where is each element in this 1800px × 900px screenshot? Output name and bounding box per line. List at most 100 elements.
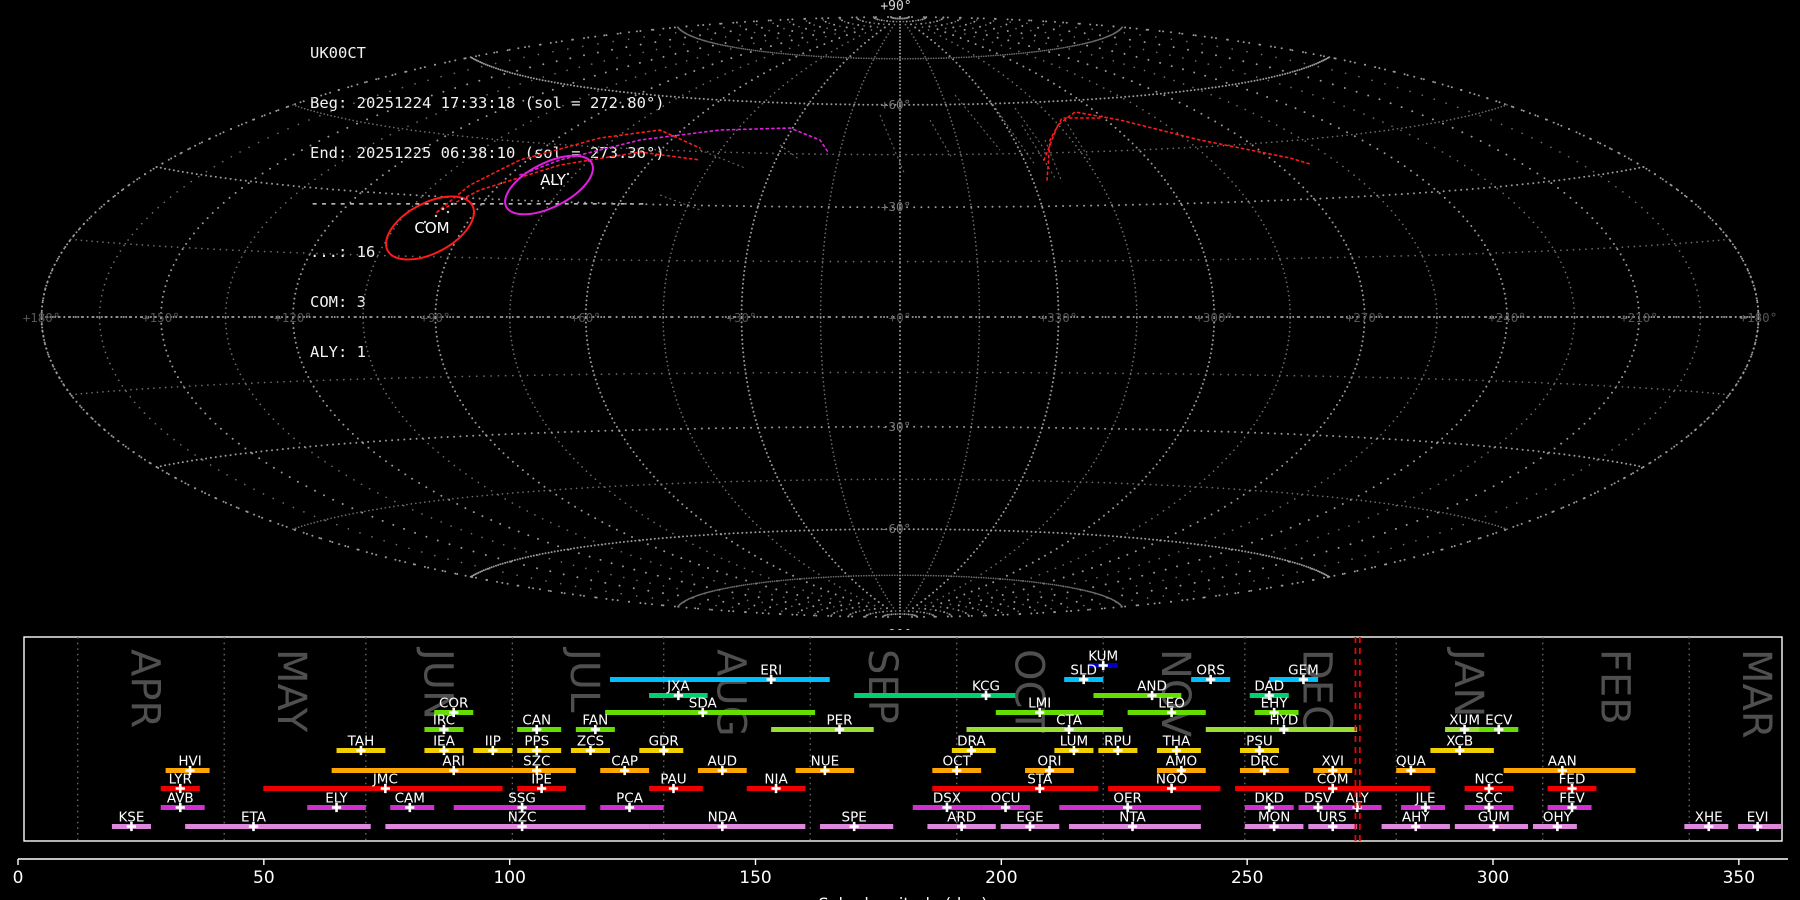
shower-entry[interactable]: AND xyxy=(1093,679,1182,701)
shower-entry[interactable]: AHY xyxy=(1381,810,1450,832)
shower-entry[interactable]: OHY xyxy=(1532,810,1577,832)
shower-entry[interactable]: JXA xyxy=(649,679,708,701)
shower-entry[interactable]: NZC xyxy=(385,810,650,832)
shower-entry[interactable]: CAN xyxy=(517,713,562,735)
shower-activity-bar[interactable] xyxy=(771,727,874,732)
shower-activity-bar[interactable] xyxy=(966,727,1123,732)
shower-entry[interactable]: ECV xyxy=(1479,713,1519,735)
timeline-canvas[interactable]: APR MAY JUN JUL AUG SEP OCT NOV DEC JAN FEB MARKUME… xyxy=(0,628,1800,900)
shower-entry[interactable]: ARD xyxy=(927,810,996,832)
shower-entry[interactable]: OCT xyxy=(932,754,982,776)
shower-entry[interactable]: NUE xyxy=(795,754,855,776)
shower-entry[interactable]: IIP xyxy=(473,734,513,756)
shower-entry[interactable]: OER xyxy=(1059,791,1201,813)
shower-entry[interactable]: GUM xyxy=(1454,810,1529,832)
shower-activity-bar[interactable] xyxy=(185,824,371,829)
shower-activity-bar[interactable] xyxy=(1127,710,1206,715)
shower-entry[interactable]: SSG xyxy=(453,791,586,813)
shower-activity-bar[interactable] xyxy=(1093,693,1182,698)
shower-entry[interactable]: HYD xyxy=(1205,713,1358,735)
shower-entry[interactable]: COR xyxy=(434,696,474,718)
shower-activity-bar[interactable] xyxy=(605,710,816,715)
shower-entry[interactable]: EHY xyxy=(1254,696,1299,718)
shower-entry[interactable]: LMI xyxy=(995,696,1104,718)
shower-activity-bar[interactable] xyxy=(649,824,806,829)
shower-entry[interactable]: PAU xyxy=(649,772,703,794)
shower-activity-bar[interactable] xyxy=(385,824,650,829)
shower-entry[interactable]: KSE xyxy=(111,810,151,832)
radiant-ellipse-aly[interactable]: ALY xyxy=(496,144,602,227)
shower-activity-bar[interactable] xyxy=(1108,786,1221,791)
shower-entry[interactable]: ERI xyxy=(610,663,830,685)
shower-entry[interactable]: DSX xyxy=(912,791,982,813)
shower-activity-bar[interactable] xyxy=(1269,677,1319,682)
shower-entry[interactable]: NIA xyxy=(746,772,806,794)
shower-entry[interactable]: LUM xyxy=(1054,734,1094,756)
shower-entry[interactable]: DRA xyxy=(951,734,996,756)
shower-entry[interactable]: PCA xyxy=(600,791,664,813)
shower-entry[interactable]: SPE xyxy=(819,810,894,832)
shower-entry[interactable]: CTA xyxy=(966,713,1123,735)
shower-entry[interactable]: ORI xyxy=(1025,754,1074,776)
shower-entry[interactable]: ETA xyxy=(185,810,371,832)
shower-activity-bar[interactable] xyxy=(854,693,1016,698)
shower-entry[interactable]: JLE xyxy=(1401,791,1446,813)
shower-entry[interactable]: XVI xyxy=(1313,754,1353,776)
shower-entry[interactable]: IPE xyxy=(517,772,567,794)
shower-entry[interactable]: EGE xyxy=(1000,810,1060,832)
shower-entry[interactable]: DKD xyxy=(1244,791,1294,813)
shower-entry[interactable]: RPU xyxy=(1098,734,1138,756)
shower-entry[interactable]: SCC xyxy=(1464,791,1514,813)
shower-entry[interactable]: GEM xyxy=(1269,663,1319,685)
shower-entry[interactable]: SLD xyxy=(1064,663,1104,685)
shower-entry[interactable]: QUA xyxy=(1396,754,1436,776)
shower-entry[interactable]: NDA xyxy=(649,810,806,832)
shower-entry[interactable]: OCU xyxy=(981,791,1030,813)
shower-entry[interactable]: ORS xyxy=(1191,663,1231,685)
shower-entry[interactable]: SDA xyxy=(605,696,816,718)
shower-activity-bar[interactable] xyxy=(610,677,830,682)
shower-entry[interactable]: NCC xyxy=(1464,772,1514,794)
shower-entry[interactable]: XHE xyxy=(1684,810,1729,832)
shower-entry[interactable]: THA xyxy=(1156,734,1201,756)
shower-entry[interactable]: AAN xyxy=(1503,754,1636,776)
shower-entry[interactable]: TAH xyxy=(336,734,386,756)
sky-map-canvas[interactable]: COM ALY +90° -90° +180° +150° +120° +90° +60° +30… xyxy=(0,0,1800,630)
shower-entry[interactable]: LEO xyxy=(1127,696,1206,718)
shower-entry[interactable]: CAP xyxy=(600,754,650,776)
shower-bars[interactable]: KUM ERI SLD ORS GEM JXA KCG AND DAD COR SDA LMI LEO E… xyxy=(111,649,1782,832)
shower-entry[interactable]: FAN xyxy=(575,713,615,735)
shower-entry[interactable]: AUD xyxy=(697,754,747,776)
shower-entry[interactable]: IRC xyxy=(424,713,464,735)
shower-entry[interactable]: FED xyxy=(1547,772,1597,794)
shower-entry[interactable]: IEA xyxy=(424,734,464,756)
shower-entry[interactable]: LYR xyxy=(160,772,200,794)
shower-entry[interactable]: AMO xyxy=(1156,754,1206,776)
shower-entry[interactable]: HVI xyxy=(165,754,210,776)
shower-entry[interactable]: KCG xyxy=(854,679,1016,701)
shower-entry[interactable]: JMC xyxy=(263,772,503,794)
shower-entry[interactable]: ARI xyxy=(331,754,576,776)
shower-entry[interactable]: DAD xyxy=(1249,679,1289,701)
shower-entry[interactable]: AVB xyxy=(160,791,205,813)
shower-entry[interactable]: DSV xyxy=(1298,791,1343,813)
shower-entry[interactable]: PER xyxy=(771,713,874,735)
shower-entry[interactable]: CAM xyxy=(390,791,435,813)
shower-entry[interactable]: KUM xyxy=(1088,649,1118,671)
shower-entry[interactable]: NOO xyxy=(1108,772,1221,794)
shower-activity-bar[interactable] xyxy=(995,710,1104,715)
sky-radiant-map[interactable]: COM ALY +90° -90° +180° +150° +120° +90° +60° +30… xyxy=(0,0,1800,630)
shower-entry[interactable]: PPS xyxy=(517,734,562,756)
shower-entry[interactable]: ZCS xyxy=(570,734,610,756)
shower-entry[interactable]: MON xyxy=(1244,810,1304,832)
shower-entry[interactable]: XCB xyxy=(1430,734,1494,756)
shower-entry[interactable]: NTA xyxy=(1069,810,1201,832)
shower-activity-bar[interactable] xyxy=(1396,768,1436,773)
shower-entry[interactable]: PSU xyxy=(1239,734,1280,756)
shower-entry[interactable]: DRC xyxy=(1239,754,1289,776)
shower-entry[interactable]: ELY xyxy=(307,791,366,813)
shower-entry[interactable]: URS xyxy=(1308,810,1358,832)
shower-entry[interactable]: STA xyxy=(932,772,1099,794)
shower-activity-bar[interactable] xyxy=(932,786,1099,791)
shower-entry[interactable]: SZC xyxy=(512,754,562,776)
